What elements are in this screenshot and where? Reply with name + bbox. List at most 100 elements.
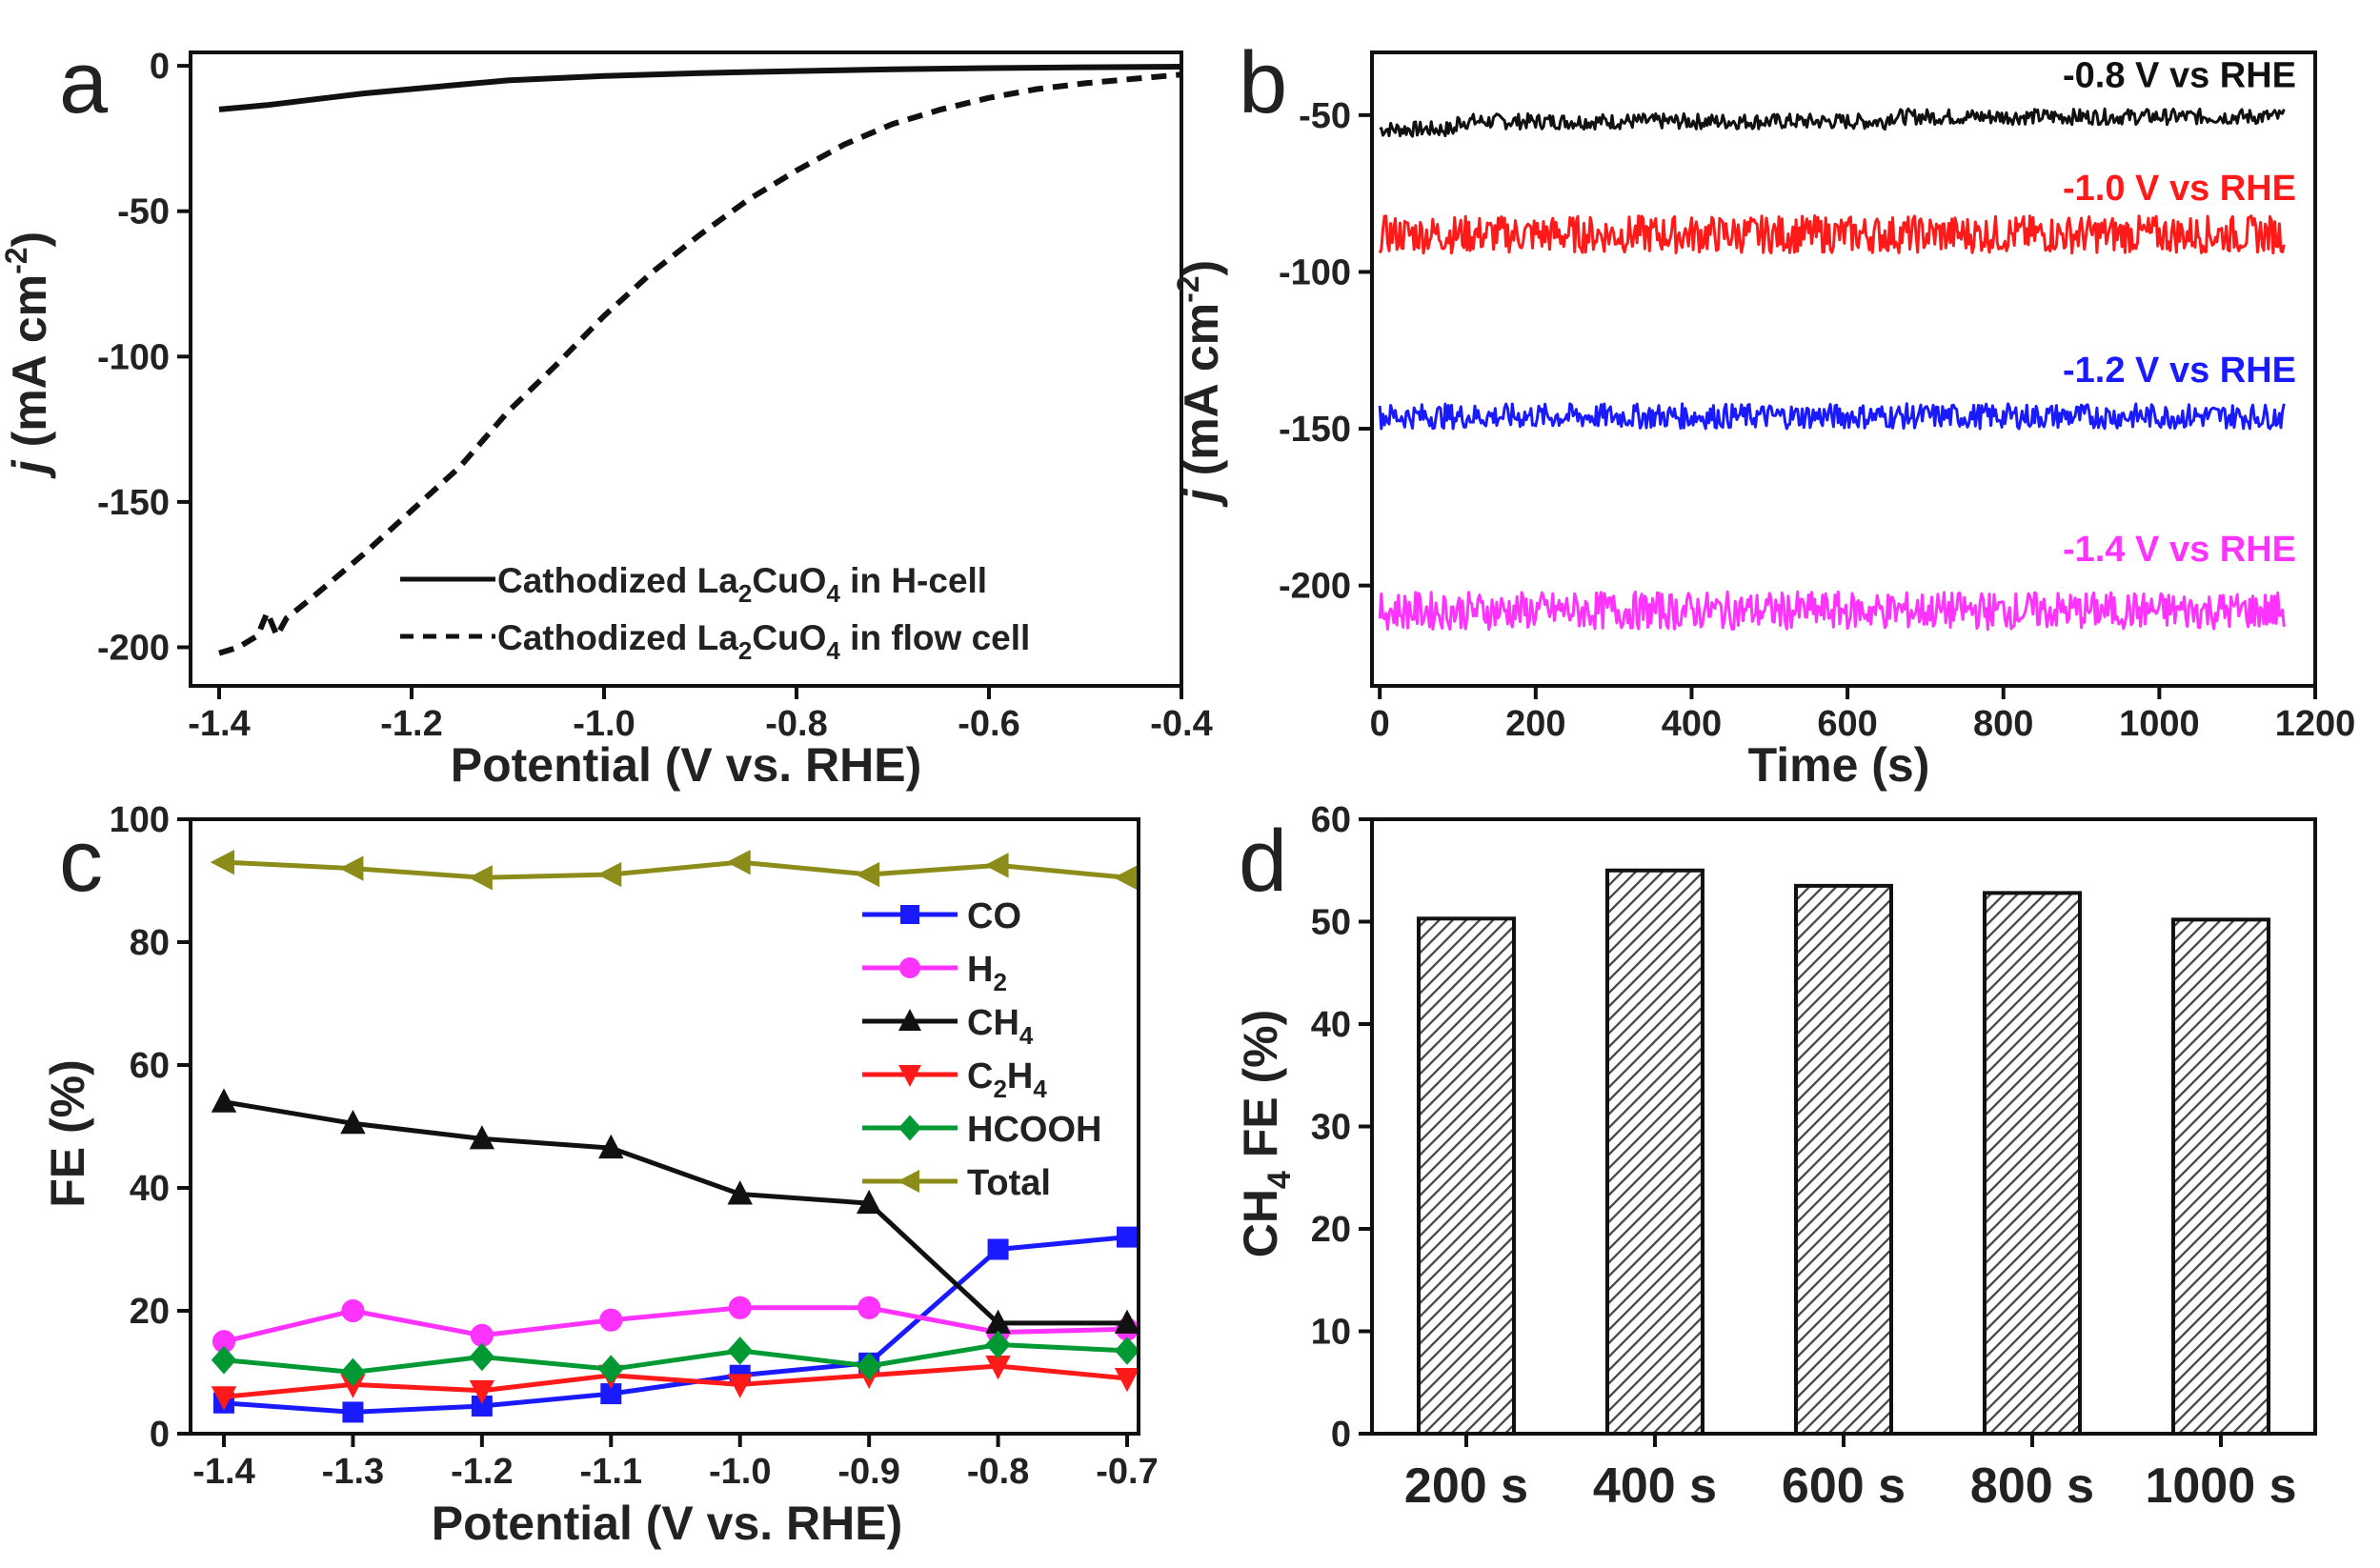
panel-c-ylabel: FE (%) (41, 1059, 94, 1208)
panel-a-ytick-label: -200 (97, 628, 170, 668)
panel-d-ytick-label: 50 (1311, 903, 1351, 943)
panel-a-xtick-label: -0.8 (765, 704, 827, 744)
series-trace-2 (1378, 402, 2286, 431)
panel-a-ytick-label: -100 (97, 337, 170, 377)
bar (2171, 917, 2270, 1436)
data-point-hcooh (1114, 1337, 1140, 1365)
panel-b-xtick-label: 1200 (2275, 704, 2356, 744)
panel-d-xtick-label: 400 s (1593, 1458, 1717, 1514)
panel-a-plot (218, 64, 1182, 656)
legend-label-sub2: 4 (1033, 1075, 1047, 1103)
series-label-1: -1.0 V vs RHE (2063, 169, 2296, 209)
panel-c-axes: -1.4 -1.3 -1.2 -1.1 -1.0 -0.9 -0.8 -0.7 0 20 40 60 8… (110, 800, 1159, 1492)
panel-d: d 200 s 400 s 600 s 800 s 1000 s 0 10 20 30 40 50 6… (1234, 800, 2317, 1514)
data-point-total (855, 861, 880, 888)
legend-h-cell-s2: 4 (826, 579, 840, 608)
panel-d-ytick-label: 30 (1311, 1108, 1351, 1148)
legend-flow-cell-mid: CuO (752, 618, 826, 657)
bar (1417, 916, 1516, 1436)
panel-c-xtick-label: -1.0 (709, 1452, 771, 1492)
panel-a-legend: Cathodized La2CuO4 in H-cell Cathodized … (400, 561, 1030, 665)
panel-d-ylabel: CH4 FE (%) (1234, 1010, 1298, 1258)
panel-letter-c: c (59, 813, 103, 910)
panel-b-ylabel-j: j (1175, 488, 1228, 508)
panel-d-axes: 200 s 400 s 600 s 800 s 1000 s 0 10 20 30 40 50 60 (1311, 800, 2317, 1514)
legend-label-total: Total (967, 1163, 1051, 1203)
panel-b-ytick-label: -150 (1279, 410, 1351, 450)
panel-a-xlabel: Potential (V vs. RHE) (451, 738, 922, 792)
data-point-total (596, 861, 622, 888)
data-point-hcooh (469, 1342, 495, 1372)
panel-a-ytick-label: -150 (97, 483, 170, 523)
legend-marker-co (900, 905, 919, 924)
data-point-hcooh (856, 1352, 882, 1380)
legend-label-co: CO (967, 896, 1021, 936)
panel-a-ylabel-sup: -2 (0, 247, 33, 273)
legend-marker-total (898, 1170, 919, 1193)
panel-a: a -1.4 -1.2 -1.0 -0.8 -0.6 -0.4 0 -50 -100 -150 -2… (0, 34, 1213, 792)
panel-c-ytick-label: 20 (130, 1292, 170, 1332)
legend-label-text: H (967, 950, 993, 990)
panel-a-ylabel-unit: (mA cm (3, 274, 56, 460)
legend-label-sub: 2 (993, 1075, 1006, 1103)
panel-b-frame (1370, 50, 2317, 688)
data-point-total (984, 853, 1009, 878)
data-point-c2h4 (727, 1374, 753, 1398)
panel-a-ytick-label: -50 (117, 192, 170, 232)
bar (1605, 868, 1704, 1436)
legend-label-text: C (967, 1056, 993, 1096)
data-point-ch4 (985, 1309, 1011, 1334)
data-point-total (726, 849, 751, 875)
panel-c-ytick-label: 40 (130, 1169, 170, 1209)
panel-b-series-labels: -0.8 V vs RHE -1.0 V vs RHE -1.2 V vs RHE -… (2063, 55, 2296, 570)
legend-h-cell: Cathodized La2CuO4 in H-cell (497, 561, 987, 608)
data-point-hcooh (598, 1355, 624, 1384)
panel-d-ytick-label: 20 (1311, 1210, 1351, 1250)
data-point-c2h4 (469, 1379, 495, 1405)
panel-a-xtick-label: -0.6 (958, 704, 1019, 744)
panel-d-ytick-label: 0 (1331, 1415, 1351, 1455)
legend-marker-c2h4 (898, 1065, 921, 1087)
panel-d-ylabel-post: FE (%) (1234, 1010, 1287, 1171)
series-line-total (223, 859, 1128, 880)
legend-label-sub: 4 (1019, 1021, 1034, 1050)
legend-marker-hcooh (898, 1115, 921, 1141)
series-trace-1 (1378, 214, 2286, 255)
data-point-ch4 (211, 1088, 237, 1113)
panel-a-axes: -1.4 -1.2 -1.0 -0.8 -0.6 -0.4 0 -50 -100 -150 -200 (97, 47, 1213, 744)
legend-h-cell-pre: Cathodized La (497, 561, 738, 600)
panel-b-ytick-label: -200 (1279, 567, 1351, 607)
legend-label-c2h4: C2H4 (967, 1056, 1047, 1103)
panel-a-ylabel: j (mA cm-2) (0, 231, 56, 479)
panel-b-axes: 0 200 400 600 800 1000 1200 -50 -100 -150 -200 (1279, 50, 2356, 744)
panel-d-xtick-label: 600 s (1782, 1458, 1906, 1514)
series-line-hcooh (223, 1342, 1128, 1375)
panel-c-xtick-label: -0.8 (967, 1452, 1029, 1492)
panel-b-ylabel: j (mA cm-2) (1171, 260, 1228, 508)
panel-a-frame (189, 50, 1183, 688)
data-point-h2 (599, 1308, 623, 1332)
panel-b-xtick-label: 600 (1817, 704, 1877, 744)
panel-d-xtick-label: 200 s (1404, 1458, 1528, 1514)
panel-c-xtick-label: -0.7 (1096, 1452, 1158, 1492)
panel-c-xtick-label: -1.4 (192, 1452, 254, 1492)
data-point-ch4 (598, 1134, 624, 1159)
legend-flow-cell-s1: 2 (738, 636, 752, 665)
series-label-0: -0.8 V vs RHE (2063, 55, 2296, 95)
panel-d-plot (1417, 868, 2270, 1436)
series-label-2: -1.2 V vs RHE (2063, 351, 2296, 391)
legend-h-cell-mid: CuO (752, 561, 826, 600)
panel-b-xtick-label: 1000 (2119, 704, 2200, 744)
legend-label-text: CH (967, 1003, 1019, 1043)
panel-b-xlabel: Time (s) (1748, 738, 1930, 792)
data-point-hcooh (985, 1330, 1011, 1359)
data-point-co (342, 1401, 364, 1423)
data-point-co (471, 1395, 493, 1417)
data-point-total (210, 849, 234, 875)
bar (1983, 891, 2082, 1436)
panel-d-ytick-label: 60 (1311, 800, 1351, 840)
data-point-h2 (212, 1330, 236, 1354)
panel-c-ytick-label: 100 (110, 800, 170, 840)
data-point-h2 (857, 1296, 881, 1319)
